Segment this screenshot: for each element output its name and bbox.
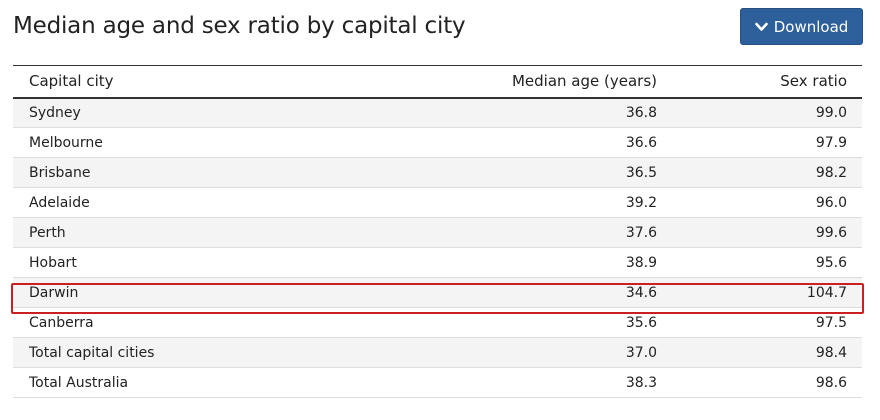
city-cell: Perth	[13, 217, 433, 248]
city-cell: Total Australia	[13, 367, 433, 398]
header-row: Capital city Median age (years) Sex rati…	[13, 65, 862, 99]
median-age-cell: 36.6	[433, 127, 671, 158]
chevron-down-icon	[754, 22, 768, 32]
city-cell: Melbourne	[13, 127, 433, 158]
table-row: Perth 37.6 99.6	[13, 217, 862, 248]
median-age-cell: 35.6	[433, 307, 671, 338]
data-table-container: Capital city Median age (years) Sex rati…	[13, 65, 862, 398]
download-button[interactable]: Download	[740, 8, 863, 45]
sex-ratio-cell: 98.6	[671, 367, 862, 398]
table-header: Capital city Median age (years) Sex rati…	[13, 65, 862, 99]
table-row: Sydney 36.8 99.0	[13, 97, 862, 128]
data-table: Capital city Median age (years) Sex rati…	[13, 65, 862, 398]
column-header-capital-city: Capital city	[13, 65, 433, 99]
sex-ratio-cell: 97.9	[671, 127, 862, 158]
median-age-cell: 37.0	[433, 337, 671, 368]
sex-ratio-cell: 98.2	[671, 157, 862, 188]
sex-ratio-cell: 99.0	[671, 97, 862, 128]
sex-ratio-cell: 98.4	[671, 337, 862, 368]
table-row: Total Australia 38.3 98.6	[13, 367, 862, 398]
median-age-cell: 37.6	[433, 217, 671, 248]
table-row: Total capital cities 37.0 98.4	[13, 337, 862, 368]
sex-ratio-cell: 96.0	[671, 187, 862, 218]
city-cell: Hobart	[13, 247, 433, 278]
download-label: Download	[773, 17, 849, 36]
table-row: Melbourne 36.6 97.9	[13, 127, 862, 158]
median-age-cell: 38.9	[433, 247, 671, 278]
median-age-cell: 39.2	[433, 187, 671, 218]
city-cell: Canberra	[13, 307, 433, 338]
city-cell: Darwin	[13, 277, 433, 308]
median-age-cell: 34.6	[433, 277, 671, 308]
table-row: Canberra 35.6 97.5	[13, 307, 862, 338]
median-age-cell: 38.3	[433, 367, 671, 398]
city-cell: Sydney	[13, 97, 433, 128]
sex-ratio-cell: 99.6	[671, 217, 862, 248]
table-body: Sydney 36.8 99.0 Melbourne 36.6 97.9 Bri…	[13, 97, 862, 398]
table-row: Brisbane 36.5 98.2	[13, 157, 862, 188]
sex-ratio-cell: 97.5	[671, 307, 862, 338]
median-age-cell: 36.8	[433, 97, 671, 128]
city-cell: Adelaide	[13, 187, 433, 218]
sex-ratio-cell: 95.6	[671, 247, 862, 278]
city-cell: Brisbane	[13, 157, 433, 188]
table-row-highlighted: Darwin 34.6 104.7	[13, 277, 862, 308]
column-header-median-age: Median age (years)	[433, 65, 671, 99]
table-row: Hobart 38.9 95.6	[13, 247, 862, 278]
column-header-sex-ratio: Sex ratio	[671, 65, 862, 99]
median-age-cell: 36.5	[433, 157, 671, 188]
table-row: Adelaide 39.2 96.0	[13, 187, 862, 218]
sex-ratio-cell: 104.7	[671, 277, 862, 308]
page-title: Median age and sex ratio by capital city	[13, 13, 466, 39]
city-cell: Total capital cities	[13, 337, 433, 368]
